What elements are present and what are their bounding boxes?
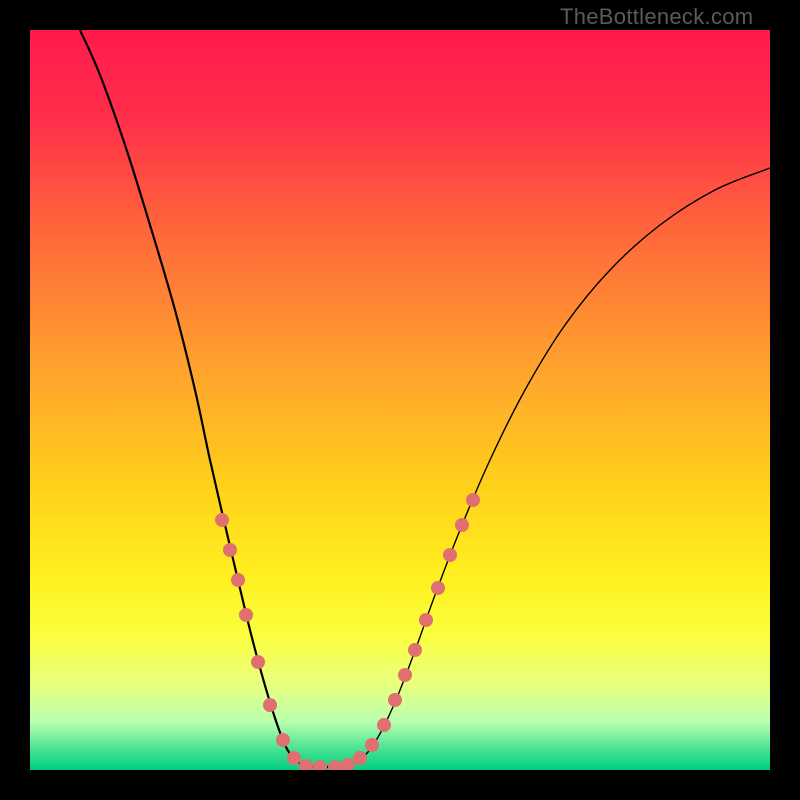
marker-dot xyxy=(431,581,445,595)
marker-dot xyxy=(398,668,412,682)
marker-dot xyxy=(455,518,469,532)
marker-dot xyxy=(263,698,277,712)
marker-dot xyxy=(419,613,433,627)
marker-dot xyxy=(223,543,237,557)
marker-dot xyxy=(377,718,391,732)
watermark-text: TheBottleneck.com xyxy=(560,4,753,30)
marker-dot xyxy=(239,608,253,622)
marker-dot xyxy=(408,643,422,657)
marker-dot xyxy=(215,513,229,527)
marker-dot xyxy=(231,573,245,587)
marker-dot xyxy=(388,693,402,707)
marker-dot xyxy=(365,738,379,752)
marker-dot xyxy=(251,655,265,669)
marker-dot xyxy=(287,751,301,765)
gradient-background xyxy=(30,30,770,770)
plot-area xyxy=(30,30,770,770)
marker-dot xyxy=(443,548,457,562)
marker-dot xyxy=(353,751,367,765)
marker-dot xyxy=(276,733,290,747)
chart-svg xyxy=(30,30,770,770)
marker-dot xyxy=(466,493,480,507)
